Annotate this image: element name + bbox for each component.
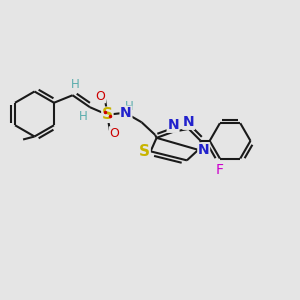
Text: O: O (109, 127, 119, 140)
Text: S: S (102, 107, 113, 122)
Text: H: H (71, 78, 80, 91)
Text: N: N (167, 118, 179, 132)
Text: O: O (95, 90, 105, 103)
Text: H: H (125, 100, 134, 113)
Text: N: N (183, 115, 194, 129)
Text: F: F (215, 163, 223, 177)
Text: H: H (79, 110, 88, 123)
Text: S: S (139, 144, 150, 159)
Text: N: N (120, 106, 132, 120)
Text: N: N (198, 143, 209, 157)
